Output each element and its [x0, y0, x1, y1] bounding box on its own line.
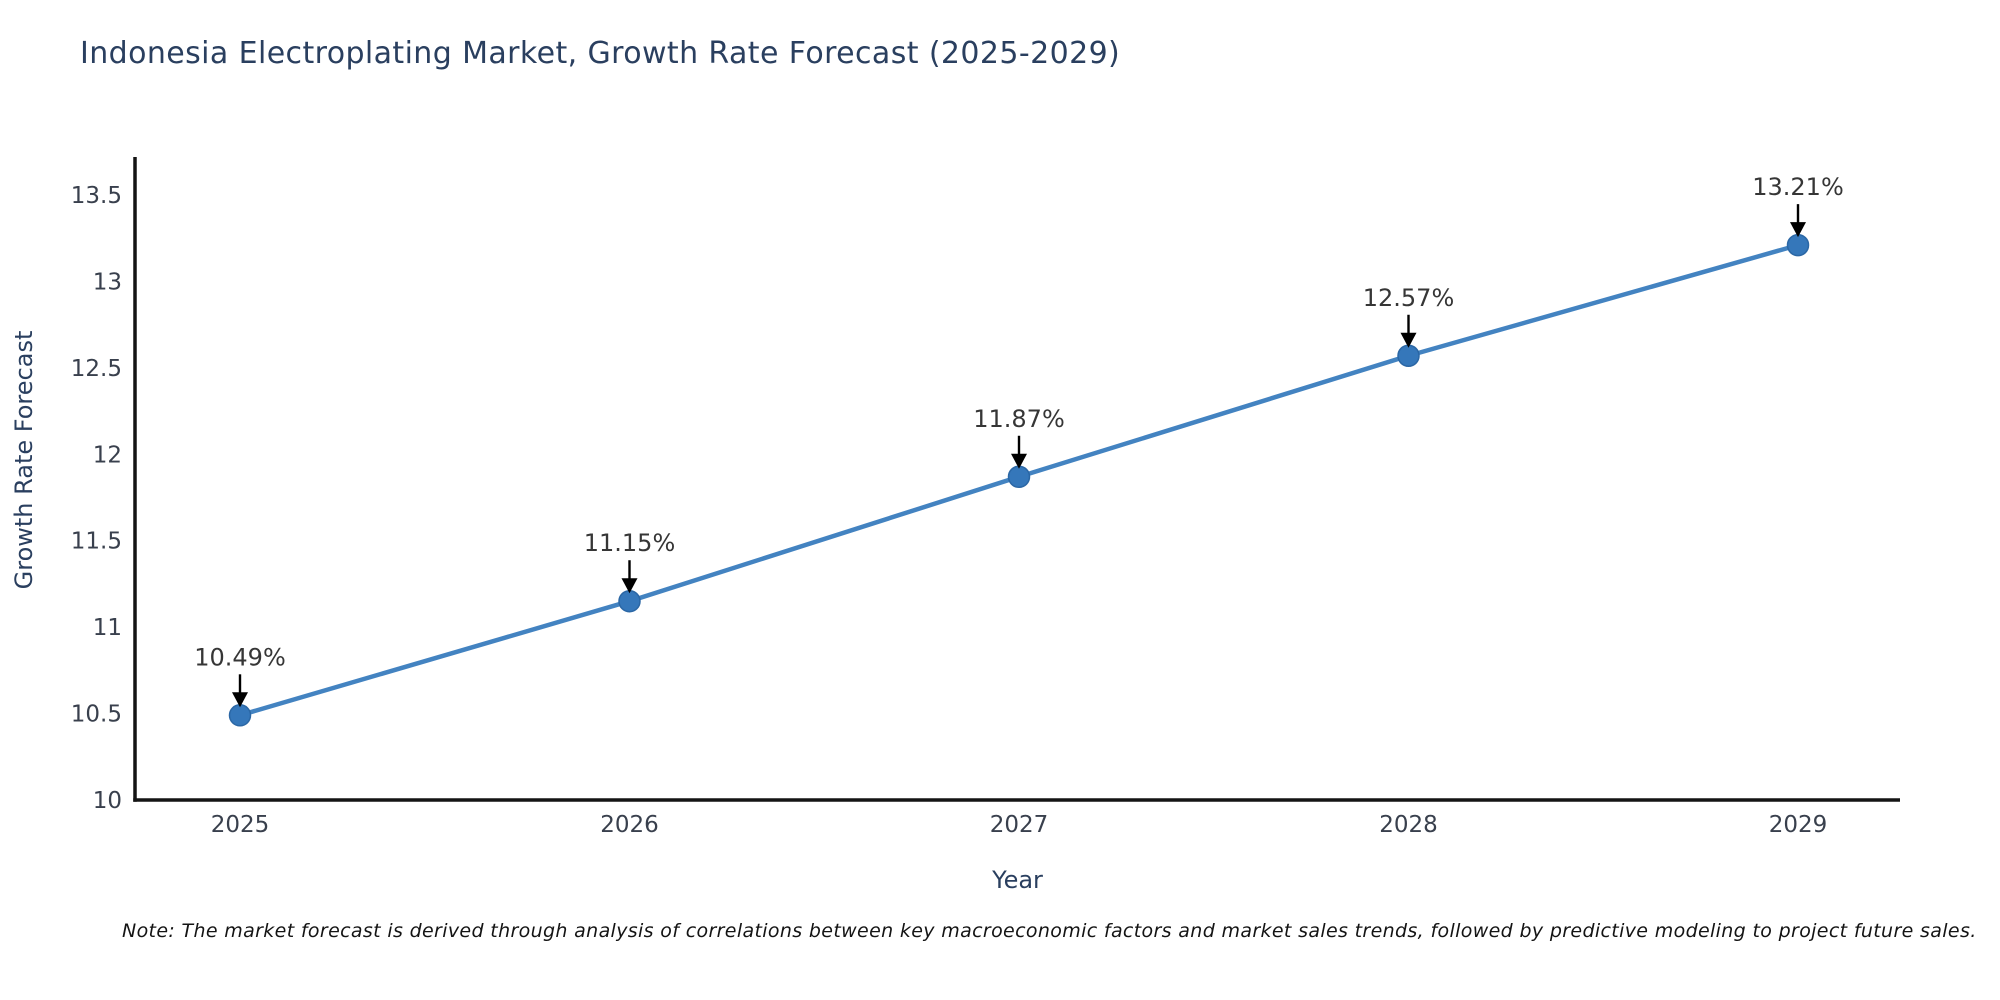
data-point-2028 — [1397, 344, 1420, 368]
data-point-2027 — [1007, 465, 1031, 489]
y-tick-label-11: 11 — [93, 615, 122, 641]
x-tick-label-2026: 2026 — [600, 812, 659, 838]
footnote: Note: The market forecast is derived thr… — [122, 920, 1977, 942]
x-axis-label: Year — [991, 866, 1043, 894]
annotation-label-2025: 10.49% — [194, 643, 286, 671]
chart-title: Indonesia Electroplating Market, Growth … — [80, 36, 1121, 71]
annotation-label-2027: 11.87% — [973, 405, 1065, 433]
annotation-arrow-icon-2028 — [1400, 332, 1417, 348]
y-tick-label-13: 13 — [93, 269, 122, 295]
data-point-2025 — [228, 704, 252, 727]
annotation-label-2028: 12.57% — [1363, 284, 1455, 312]
x-tick-label-2025: 2025 — [211, 812, 270, 838]
x-tick-label-2029: 2029 — [1769, 812, 1828, 838]
annotation-label-2026: 11.15% — [584, 529, 676, 557]
annotation-arrow-icon-2026 — [621, 578, 638, 594]
y-tick-label-11.5: 11.5 — [71, 529, 122, 555]
y-tick-label-10.5: 10.5 — [71, 702, 122, 728]
x-tick-label-2027: 2027 — [990, 812, 1049, 838]
y-tick-label-12: 12 — [93, 442, 122, 468]
x-tick-label-2028: 2028 — [1379, 812, 1438, 838]
y-tick-label-13.5: 13.5 — [71, 183, 122, 209]
y-tick-label-10: 10 — [93, 788, 122, 814]
annotation-arrow-icon-2029 — [1790, 222, 1806, 238]
y-tick-label-12.5: 12.5 — [71, 356, 122, 382]
y-axis-label: Growth Rate Forecast — [10, 331, 38, 590]
annotation-arrow-icon-2025 — [232, 692, 248, 708]
annotation-arrow-icon-2027 — [1011, 453, 1027, 469]
data-point-2029 — [1786, 233, 1810, 257]
data-point-2026 — [618, 589, 641, 613]
annotation-label-2029: 13.21% — [1752, 173, 1844, 201]
